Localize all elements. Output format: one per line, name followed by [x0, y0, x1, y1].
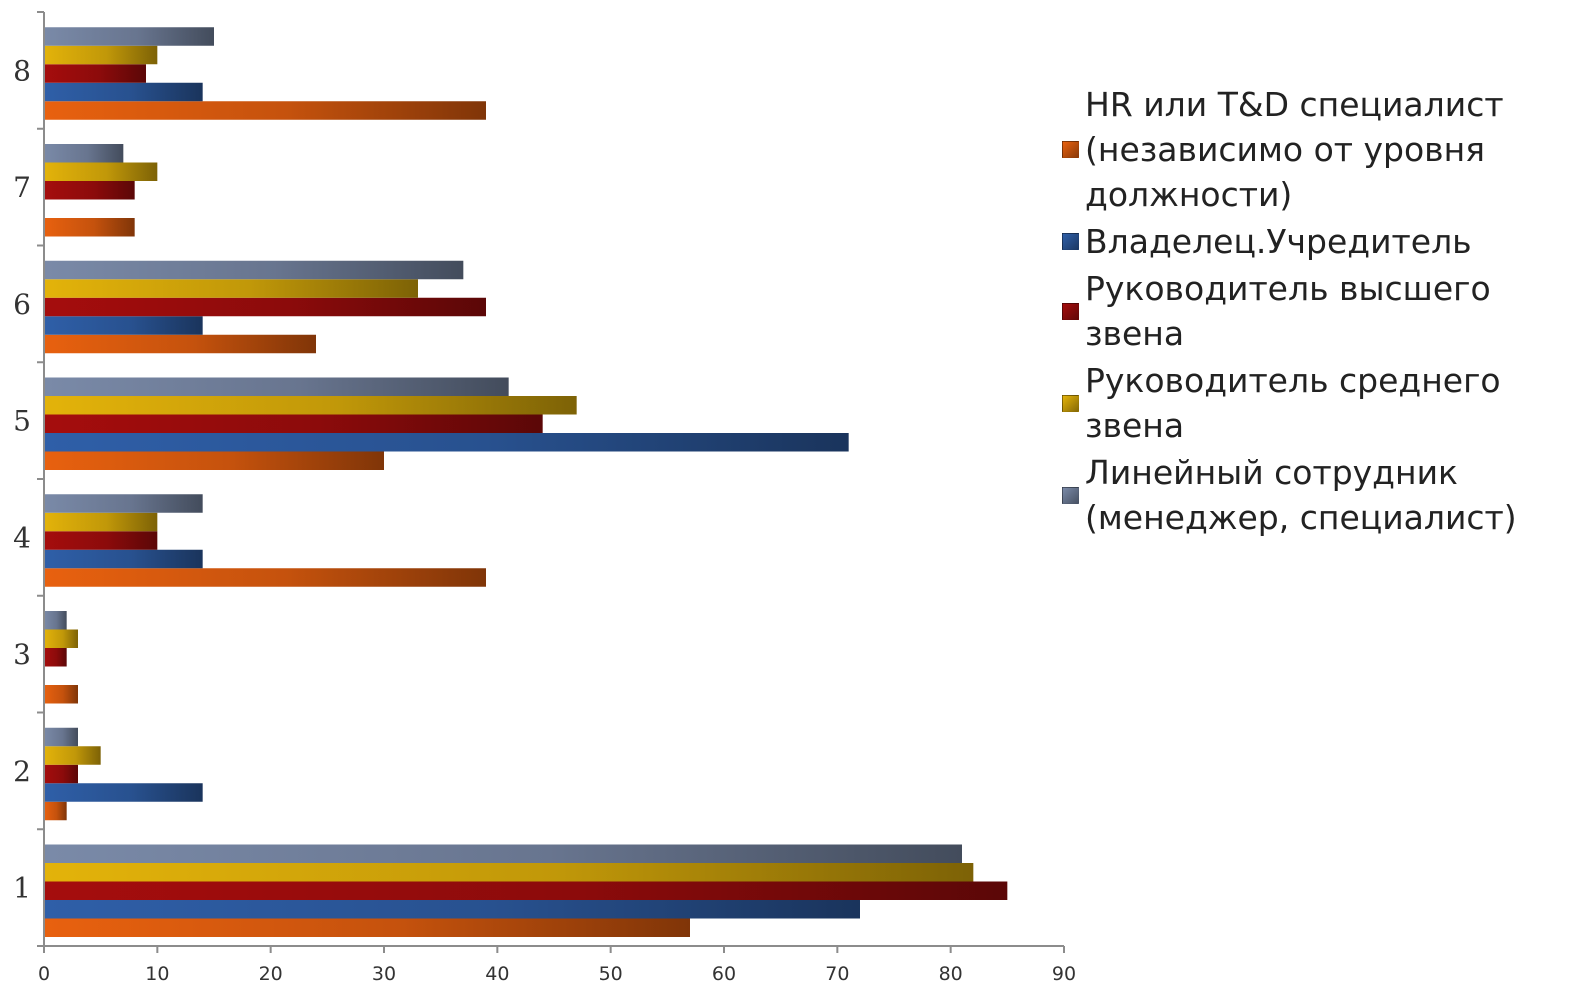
bar-cat3-series4 — [44, 629, 78, 648]
bar-cat2-series4 — [44, 746, 101, 765]
y-tick-label: 6 — [13, 288, 31, 321]
y-tick-label: 5 — [13, 405, 31, 438]
x-tick-label: 0 — [38, 963, 50, 985]
x-tick-label: 80 — [939, 963, 963, 985]
bar-cat4-series3 — [44, 531, 158, 550]
legend-label: Линейный сотрудник (менеджер, специалист… — [1085, 453, 1517, 537]
bar-cat5-series3 — [44, 414, 543, 433]
legend-item: HR или T&D специалист (независимо от уро… — [1062, 82, 1572, 217]
bar-cat8-series1 — [44, 101, 486, 120]
bar-cat8-series5 — [44, 27, 214, 46]
bar-cat4-series1 — [44, 568, 486, 587]
bar-cat8-series3 — [44, 64, 146, 83]
legend-label: Руководитель среднего звена — [1085, 361, 1501, 445]
legend-swatch — [1062, 141, 1079, 158]
legend-label: Руководитель высшего звена — [1085, 269, 1491, 353]
bar-cat7-series1 — [44, 218, 135, 237]
bar-cat5-series4 — [44, 396, 577, 415]
y-tick-label: 4 — [13, 521, 31, 554]
x-tick-label: 40 — [485, 963, 509, 985]
bar-cat1-series5 — [44, 844, 962, 863]
y-tick-label: 8 — [13, 54, 31, 87]
bar-cat1-series3 — [44, 881, 1008, 900]
legend: HR или T&D специалист (независимо от уро… — [1062, 82, 1572, 542]
legend-swatch — [1062, 302, 1079, 320]
bar-cat2-series5 — [44, 727, 78, 747]
y-tick-label: 7 — [13, 171, 31, 204]
bar-cat6-series2 — [44, 316, 203, 335]
legend-item: Линейный сотрудник (менеджер, специалист… — [1062, 450, 1572, 540]
bar-cat3-series5 — [44, 611, 67, 630]
bar-cat2-series3 — [44, 764, 78, 784]
x-tick-label: 10 — [145, 963, 169, 985]
y-tick-label: 1 — [13, 872, 31, 905]
bar-cat8-series4 — [44, 45, 158, 65]
bar-cat3-series1 — [44, 685, 78, 704]
legend-label: HR или T&D специалист (независимо от уро… — [1085, 85, 1504, 214]
x-tick-label: 20 — [259, 963, 283, 985]
legend-item: Руководитель высшего звена — [1062, 266, 1572, 356]
bar-cat1-series2 — [44, 900, 860, 919]
bar-cat4-series5 — [44, 494, 203, 513]
legend-swatch — [1062, 233, 1079, 250]
bars-layer — [44, 27, 1008, 937]
bar-cat8-series2 — [44, 82, 203, 102]
bar-cat6-series1 — [44, 334, 316, 354]
bar-cat5-series1 — [44, 451, 384, 470]
bar-cat5-series2 — [44, 433, 849, 452]
bar-cat7-series5 — [44, 144, 124, 163]
bar-cat2-series2 — [44, 783, 203, 802]
bar-cat7-series3 — [44, 181, 135, 200]
x-tick-label: 50 — [599, 963, 623, 985]
legend-item: Владелец.Учредитель — [1062, 219, 1572, 264]
x-tick-label: 70 — [825, 963, 849, 985]
bar-cat6-series5 — [44, 260, 464, 280]
y-tick-label: 2 — [13, 755, 31, 788]
bar-cat6-series3 — [44, 297, 486, 317]
bar-cat1-series4 — [44, 863, 974, 882]
legend-swatch — [1062, 394, 1079, 412]
y-tick-label: 3 — [13, 638, 31, 671]
bar-cat7-series4 — [44, 162, 158, 181]
legend-item: Руководитель среднего звена — [1062, 358, 1572, 448]
bar-cat5-series5 — [44, 377, 509, 396]
bar-cat3-series3 — [44, 648, 67, 667]
bar-cat6-series4 — [44, 279, 418, 298]
bar-cat2-series1 — [44, 801, 67, 821]
bar-cat1-series1 — [44, 918, 690, 937]
legend-label: Владелец.Учредитель — [1085, 222, 1472, 261]
bar-cat4-series4 — [44, 512, 158, 532]
bar-cat4-series2 — [44, 549, 203, 569]
x-tick-label: 30 — [372, 963, 396, 985]
x-tick-label: 60 — [712, 963, 736, 985]
x-tick-label: 90 — [1052, 963, 1076, 985]
legend-swatch — [1062, 486, 1079, 504]
